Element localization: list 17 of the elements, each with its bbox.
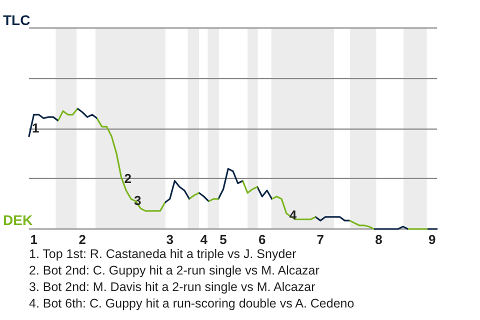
annotation: 1 [32,120,40,136]
x-tick-label: 5 [220,232,227,247]
text: 4. Bot 6th: C. Guppy hit a run-scoring double vs A. Cedeno [29,296,354,310]
x-tick-label: 1 [30,232,38,247]
x-tick-label: 9 [428,232,436,247]
x-tick-label: 2 [78,232,86,247]
x-tick-label: 3 [166,232,174,247]
text: 1. Top 1st: R. Castaneda hit a triple vs J. Snyder [29,247,296,261]
annotation: DEK [3,212,33,228]
annotation: 2 [124,171,132,186]
text: TLC [3,12,30,28]
x-tick-label: 4 [200,232,208,247]
x-tick-label: 8 [375,232,382,247]
text: 3. Bot 2nd: M. Davis hit a 2-run single vs M. Alcazar [29,280,316,294]
x-tick-label: 7 [316,232,324,247]
text: 2. Bot 2nd: C. Guppy hit a 2-run single vs M. Alcazar [29,264,320,278]
x-tick-label: 6 [258,232,266,247]
